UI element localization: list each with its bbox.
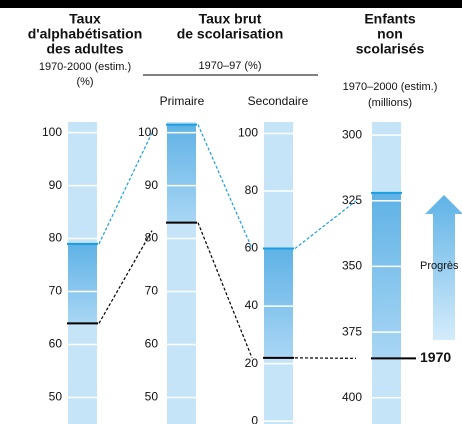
group-subtitle: 1970–97 (%) (199, 60, 262, 72)
y-tick-label: 70 (145, 284, 159, 298)
y-tick-label: 40 (245, 298, 259, 312)
panel-title: scolarisés (356, 41, 425, 57)
y-tick-label: 80 (49, 231, 63, 245)
connector (294, 200, 357, 250)
y-tick-label: 300 (342, 127, 362, 141)
y-tick-label: 60 (49, 337, 63, 351)
panel-subtitle: 1970–2000 (estim.) (343, 81, 438, 93)
top-rule (0, 0, 462, 8)
panel-subtitle: 1970-2000 (estim.) (39, 61, 131, 73)
panel-title: Primaire (160, 94, 205, 108)
y-tick-label: 60 (145, 337, 159, 351)
y-tick-label: 80 (245, 183, 259, 197)
y-tick-label: 20 (245, 356, 259, 370)
y-tick-label: 50 (145, 390, 159, 404)
y-tick-label: 375 (342, 324, 362, 338)
progress-arrow (425, 195, 462, 340)
progress-range (264, 248, 293, 358)
connector (98, 132, 153, 245)
y-tick-label: 90 (49, 178, 63, 192)
panel-subtitle: (%) (76, 76, 93, 88)
panel-title: Taux (69, 11, 101, 27)
y-tick-label: 100 (42, 125, 62, 139)
connector (197, 124, 253, 249)
panel-title: d'alphabétisation (28, 26, 143, 42)
y-tick-label: 80 (145, 231, 159, 245)
connector (294, 357, 357, 359)
y-tick-label: 325 (342, 193, 362, 207)
panel-subtitle: (millions) (368, 97, 412, 109)
progress-range (68, 243, 97, 324)
panel-title: Secondaire (248, 94, 309, 108)
y-tick-label: 350 (342, 259, 362, 273)
y-tick-label: 100 (138, 125, 158, 139)
connector (98, 230, 153, 324)
panel-title: non (377, 26, 403, 42)
y-tick-label: 0 (251, 413, 258, 424)
progress-range (167, 124, 196, 223)
y-tick-label: 100 (238, 126, 258, 140)
y-tick-label: 90 (145, 178, 159, 192)
y-tick-label: 50 (49, 390, 63, 404)
group-title: de scolarisation (177, 26, 284, 42)
y-tick-label: 70 (49, 284, 63, 298)
panel-title: Enfants (364, 11, 416, 27)
annotation: Progrès (420, 260, 459, 272)
panel-title: des adultes (46, 41, 123, 57)
group-title: Taux brut (199, 11, 262, 27)
connector (197, 222, 253, 359)
y-tick-label: 400 (342, 390, 362, 404)
y-tick-label: 60 (245, 241, 259, 255)
progress-range (372, 192, 401, 359)
start-label: 1970 (420, 349, 451, 365)
